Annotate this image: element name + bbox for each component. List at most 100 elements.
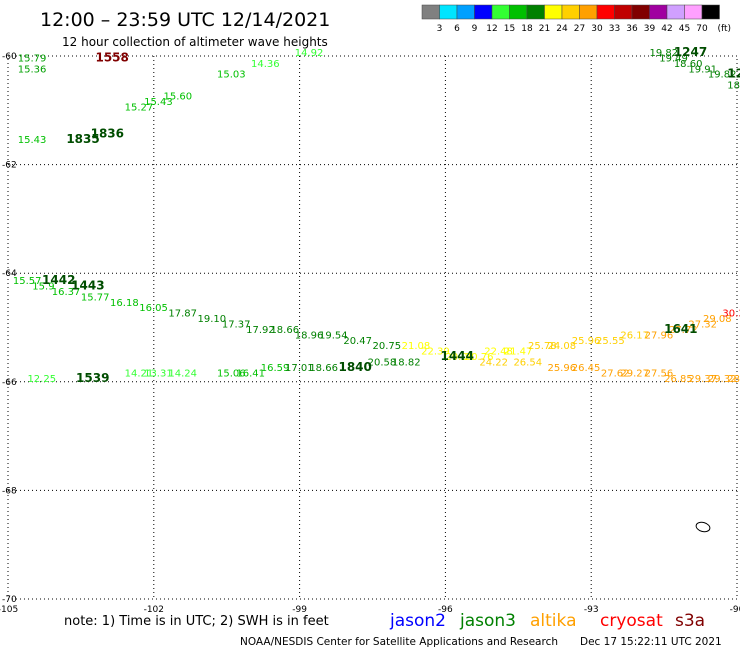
wave-height-label: 18.3	[727, 81, 740, 92]
wave-height-label: 26.17	[620, 330, 649, 341]
wave-height-label: 15.60	[164, 91, 193, 102]
wave-height-label: 29.08	[703, 314, 732, 325]
wave-height-label: 16.05	[139, 303, 168, 314]
colorbar-swatch	[614, 4, 633, 20]
x-tick-label: -102	[144, 605, 164, 615]
wave-height-label: 14.21	[125, 368, 154, 379]
colorbar-label: 9	[472, 24, 478, 34]
wave-height-label: 26.85	[664, 374, 693, 385]
wave-height-label: 19.10	[198, 314, 227, 325]
colorbar-swatch	[561, 4, 580, 20]
colorbar-label: 24	[556, 24, 568, 34]
colorbar-swatch	[439, 4, 458, 20]
island-outline	[695, 521, 711, 533]
wave-height-label: 17.92	[246, 325, 275, 336]
wave-height-label: 19.91	[688, 64, 717, 75]
wave-height-label: 27.32	[688, 320, 717, 331]
wave-height-label: 16.41	[236, 368, 265, 379]
y-tick-label: -60	[2, 52, 17, 62]
y-tick-label: -62	[2, 161, 17, 171]
satellite-legend-entry: s3a	[675, 611, 705, 631]
colorbar-label: 12	[486, 24, 497, 34]
colorbar-swatch	[701, 4, 720, 20]
wave-height-label: 22.48	[484, 347, 513, 358]
wave-height-label: 27.56	[645, 368, 674, 379]
colorbar-swatch	[666, 4, 685, 20]
colorbar-swatch	[596, 4, 615, 20]
chart-subtitle: 12 hour collection of altimeter wave hei…	[62, 35, 328, 49]
colorbar-label: 70	[696, 24, 708, 34]
wave-height-label: 15.36	[18, 64, 47, 75]
colorbar-swatch	[579, 4, 598, 20]
y-tick-label: -70	[2, 595, 17, 605]
wave-height-label: 22.39	[421, 347, 450, 358]
footer-timestamp: Dec 17 15:22:11 UTC 2021	[580, 636, 722, 648]
wave-height-label: 28.15	[727, 374, 740, 385]
colorbar-label: 18	[521, 24, 533, 34]
pass-time-label: 1247	[674, 45, 707, 59]
wave-height-label: 20.76	[465, 352, 494, 363]
wave-height-label: 27.62	[601, 368, 630, 379]
wave-height-label: 20.47	[343, 336, 372, 347]
y-tick-label: -64	[2, 269, 17, 279]
colorbar-label: 36	[626, 24, 638, 34]
wave-height-label: 25.78	[528, 341, 557, 352]
wave-height-label: 29.32	[708, 374, 737, 385]
satellite-legend-entry: cryosat	[600, 611, 663, 631]
wave-height-label: 16.18	[110, 298, 139, 309]
colorbar-swatch	[684, 4, 703, 20]
plot-area: -105 -102 -99 -96 -93 -90 -60 -62 -64 -66 -68 -70 15…	[0, 45, 740, 615]
wave-height-label: 15.57	[13, 276, 42, 287]
wave-height-label: 15.43	[144, 97, 173, 108]
satellite-legend: jason2 jason3 altika cryosat s3a	[389, 611, 705, 631]
pass-time-label: 1443	[71, 278, 104, 292]
wave-height-label: 25.55	[596, 336, 625, 347]
wave-height-label: 25.96	[547, 363, 576, 374]
wave-height-label: 18.60	[674, 59, 703, 70]
pass-time-label: 12	[727, 67, 740, 81]
wave-height-label: 18.66	[270, 325, 299, 336]
wave-height-label: 17.37	[222, 320, 251, 331]
wave-height-label: 14.36	[251, 59, 280, 70]
wave-height-label: 18.96	[295, 330, 324, 341]
x-tick-label: -105	[0, 605, 18, 615]
pass-time-label: 1442	[42, 273, 75, 287]
pass-time-label: 1835	[66, 132, 99, 146]
y-tick-label: -68	[2, 486, 17, 496]
wave-height-label: 14.92	[295, 48, 324, 59]
colorbar-swatch	[544, 4, 563, 20]
satellite-legend-entry: jason3	[459, 611, 516, 631]
wave-height-label: 20.04	[445, 352, 474, 363]
pass-time-label: 1836	[91, 126, 124, 140]
colorbar-label: 6	[454, 24, 460, 34]
pass-time-label: 1444	[441, 349, 474, 363]
wave-height-label: 19.49	[659, 53, 688, 64]
x-tick-label: -99	[292, 605, 307, 615]
colorbar-label: 30	[591, 24, 603, 34]
pass-time-label: 1558	[95, 50, 128, 64]
wave-height-label: 15.03	[217, 70, 246, 81]
wave-height-label: 26.54	[513, 358, 542, 369]
wave-height-label: 15.79	[18, 53, 47, 64]
wave-height-label: 20.75	[373, 341, 402, 352]
colorbar-label: 45	[679, 24, 690, 34]
pass-time-label: 1641	[664, 322, 697, 336]
wave-height-label: 15.27	[125, 102, 154, 113]
colorbar-label: 39	[644, 24, 656, 34]
wave-height-label: 24.22	[479, 358, 508, 369]
wave-height-label: 14.24	[168, 368, 197, 379]
pass-time-label: 1539	[76, 371, 109, 385]
colorbar-label: 42	[661, 24, 672, 34]
wave-height-label: 29.27	[620, 368, 649, 379]
colorbar-legend: 3 6 9 12 15 18 21 24 27 30 33 36 39 42 45 70 (ft)	[421, 4, 731, 34]
colorbar-label: 3	[437, 24, 443, 34]
chart-title: 12:00 – 23:59 UTC 12/14/2021	[40, 9, 330, 31]
colorbar-swatch	[474, 4, 493, 20]
colorbar-swatch	[631, 4, 650, 20]
wave-height-label: 13.31	[144, 368, 173, 379]
footer-note: note: 1) Time is in UTC; 2) SWH is in fe…	[64, 614, 329, 629]
x-tick-label: -90	[730, 605, 740, 615]
wave-height-label: 26.45	[572, 363, 601, 374]
x-tick-label: -96	[438, 605, 453, 615]
wave-height-label: 20.58	[368, 358, 397, 369]
